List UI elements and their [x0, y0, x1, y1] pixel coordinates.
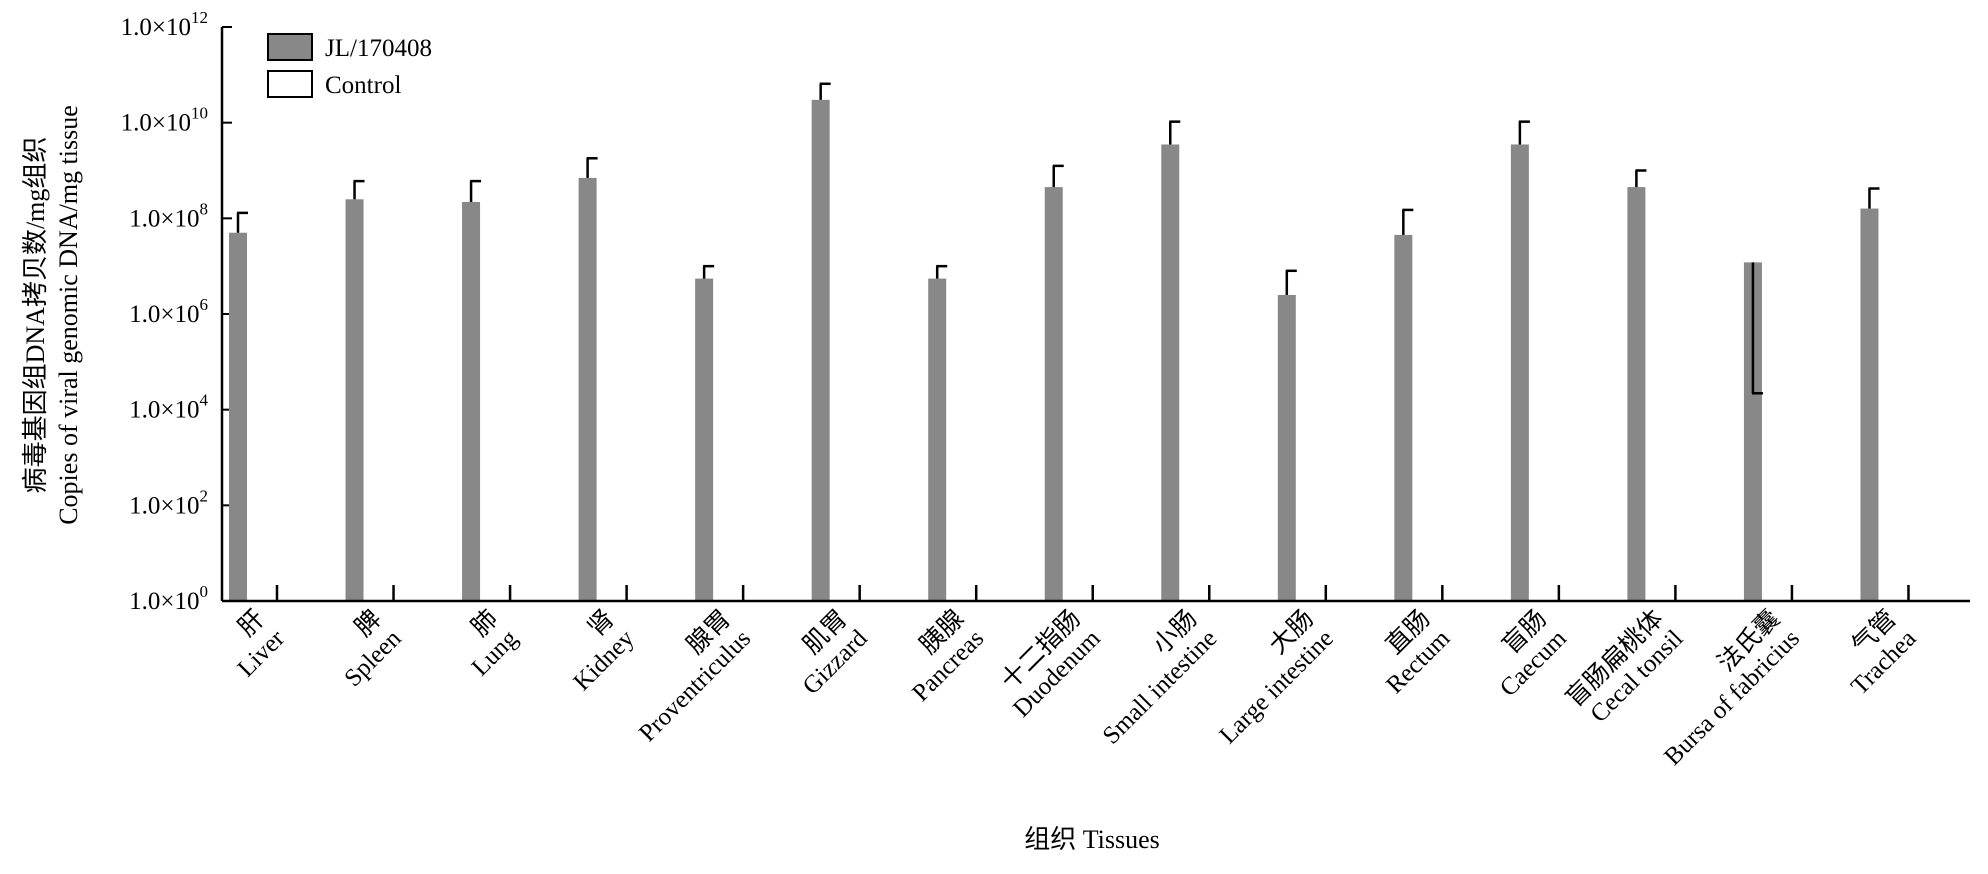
bar-infected	[1044, 187, 1063, 601]
x-axis-label: 组织 Tissues	[1024, 825, 1160, 854]
x-category-label-en: Liver	[233, 624, 291, 682]
bar-infected	[1277, 294, 1296, 601]
y-tick-label: 1.0×1010	[121, 104, 208, 137]
legend-label-control: Control	[325, 72, 401, 99]
y-tick-label: 1.0×108	[129, 199, 208, 232]
legend-swatch-infected	[267, 33, 313, 61]
bar-infected	[1860, 208, 1879, 602]
bar-infected	[695, 278, 714, 601]
bar-infected	[1394, 234, 1413, 602]
y-tick-label: 1.0×102	[129, 486, 208, 519]
y-tick-label: 1.0×104	[129, 391, 208, 424]
bar-infected	[1510, 144, 1529, 602]
bar-infected	[462, 201, 481, 602]
y-tick-label: 1.0×1012	[121, 8, 208, 41]
y-tick-label: 1.0×106	[129, 295, 208, 328]
bars	[229, 99, 1910, 602]
bar-infected	[928, 278, 947, 601]
x-category-label-en: Lung	[467, 625, 524, 682]
legend-label-infected: JL/170408	[325, 35, 432, 62]
bar-infected	[229, 232, 247, 601]
y-axis-label-en: Copies of viral genomic DNA/mg tissue	[54, 105, 83, 525]
legend-swatch-control	[267, 70, 313, 98]
legend: JL/170408 Control	[267, 33, 432, 99]
axes	[220, 27, 1970, 603]
error-bars	[236, 82, 1880, 395]
bar-infected	[345, 199, 364, 602]
bar-infected	[811, 99, 830, 602]
y-axis-label-zh: 病毒基因组DNA拷贝数/mg组织	[21, 137, 50, 494]
bar-infected	[1743, 262, 1762, 601]
bar-infected	[1627, 187, 1646, 601]
y-tick-label: 1.0×100	[129, 582, 208, 615]
bar-infected	[578, 177, 597, 601]
y-axis-ticks: 1.0×100 1.0×102 1.0×104 1.0×106 1.0×108 1.0×1…	[121, 8, 232, 615]
bar-infected	[1161, 144, 1180, 602]
